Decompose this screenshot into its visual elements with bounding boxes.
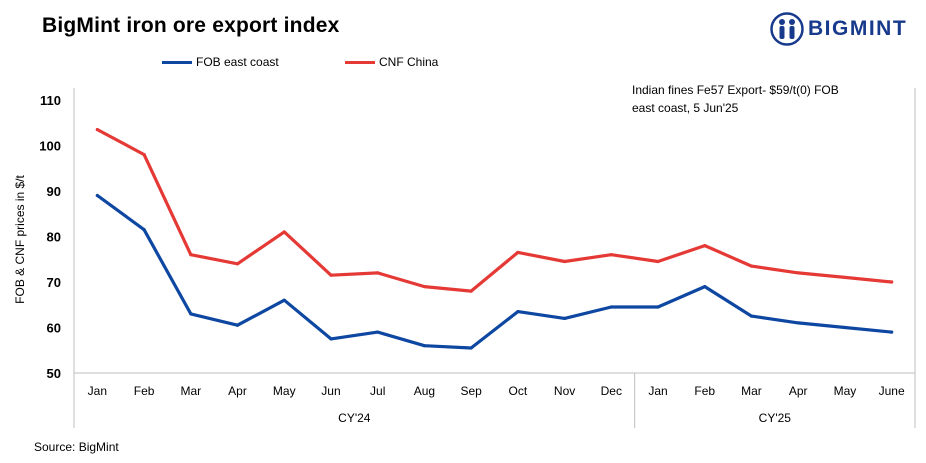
data-point-cnf: [890, 280, 894, 284]
data-point-fob: [703, 284, 707, 289]
x-tick-label: Apr: [789, 384, 808, 398]
data-point-cnf: [95, 127, 99, 132]
x-tick-label: Feb: [134, 384, 155, 398]
data-point-fob: [796, 321, 800, 325]
data-point-fob: [95, 193, 99, 198]
data-point-cnf: [843, 275, 847, 280]
legend-swatch-cnf: [345, 60, 375, 64]
legend-label-fob: FOB east coast: [196, 55, 279, 69]
data-point-fob: [609, 305, 613, 309]
data-point-cnf: [282, 230, 286, 234]
data-point-fob: [562, 316, 567, 320]
source-note: Source: BigMint: [34, 440, 119, 454]
chart-legend: FOB east coast CNF China: [0, 55, 926, 73]
x-tick-label: Mar: [741, 384, 762, 398]
x-group-label: CY'24: [338, 411, 371, 425]
data-point-fob: [469, 346, 473, 350]
annotation-line-2: east coast, 5 Jun'25: [632, 101, 739, 115]
data-point-fob: [235, 323, 240, 327]
series-line-cnf: [95, 128, 894, 293]
x-tick-label: Jun: [321, 384, 340, 398]
data-point-cnf: [656, 259, 660, 264]
data-point-cnf: [376, 271, 380, 275]
y-axis-title: FOB & CNF prices in $/t: [13, 174, 27, 303]
price-annotation: Indian fines Fe57 Export- $59/t(0) FOB e…: [632, 81, 882, 117]
bigmint-logo-icon: [770, 12, 804, 46]
data-point-cnf: [235, 262, 240, 266]
data-point-cnf: [749, 264, 754, 268]
data-point-fob: [843, 325, 847, 330]
data-point-cnf: [703, 244, 707, 248]
data-point-cnf: [516, 250, 520, 255]
y-tick-label: 80: [47, 230, 61, 245]
data-point-cnf: [562, 259, 567, 264]
data-point-cnf: [609, 253, 613, 257]
legend-item-cnf: CNF China: [345, 55, 438, 69]
x-group-label: CY'25: [759, 411, 792, 425]
chart-title: BigMint iron ore export index: [42, 14, 340, 37]
data-point-fob: [516, 309, 520, 314]
x-tick-label: Jul: [370, 384, 385, 398]
bigmint-logo-text: BIGMINT: [808, 17, 908, 40]
y-tick-label: 100: [39, 139, 61, 154]
data-point-fob: [422, 344, 427, 348]
x-tick-label: Jan: [648, 384, 667, 398]
data-point-fob: [282, 298, 286, 302]
legend-item-fob: FOB east coast: [162, 55, 279, 69]
bigmint-logo: BIGMINT: [770, 12, 920, 46]
x-tick-label: May: [834, 384, 857, 398]
x-tick-label: Jan: [88, 384, 107, 398]
x-tick-label: Apr: [228, 384, 247, 398]
x-tick-label: Feb: [694, 384, 715, 398]
data-point-cnf: [422, 284, 427, 289]
data-point-cnf: [469, 289, 473, 293]
x-tick-label: Oct: [509, 384, 528, 398]
data-point-fob: [329, 337, 333, 341]
y-tick-label: 110: [40, 93, 61, 108]
data-point-fob: [749, 314, 754, 318]
data-point-fob: [142, 228, 146, 232]
data-point-cnf: [189, 253, 193, 257]
y-tick-label: 70: [47, 275, 61, 290]
legend-swatch-fob: [162, 60, 192, 64]
x-tick-label: June: [879, 384, 905, 398]
data-point-fob: [189, 312, 193, 316]
data-point-fob: [656, 305, 660, 309]
x-tick-label: Nov: [554, 384, 575, 398]
y-tick-label: 50: [47, 366, 61, 381]
x-tick-label: Mar: [180, 384, 201, 398]
annotation-line-1: Indian fines Fe57 Export- $59/t(0) FOB: [632, 83, 839, 97]
x-tick-label: Dec: [601, 384, 622, 398]
legend-label-cnf: CNF China: [379, 55, 439, 69]
data-point-cnf: [329, 273, 333, 277]
data-point-fob: [376, 330, 380, 334]
y-tick-label: 60: [47, 321, 61, 336]
x-tick-label: Sep: [460, 384, 482, 398]
x-tick-label: May: [273, 384, 296, 398]
data-point-fob: [890, 330, 894, 334]
data-point-cnf: [796, 271, 800, 275]
y-tick-label: 90: [47, 184, 61, 199]
series-line-fob: [95, 193, 894, 350]
data-point-cnf: [142, 153, 146, 157]
x-tick-label: Aug: [414, 384, 435, 398]
